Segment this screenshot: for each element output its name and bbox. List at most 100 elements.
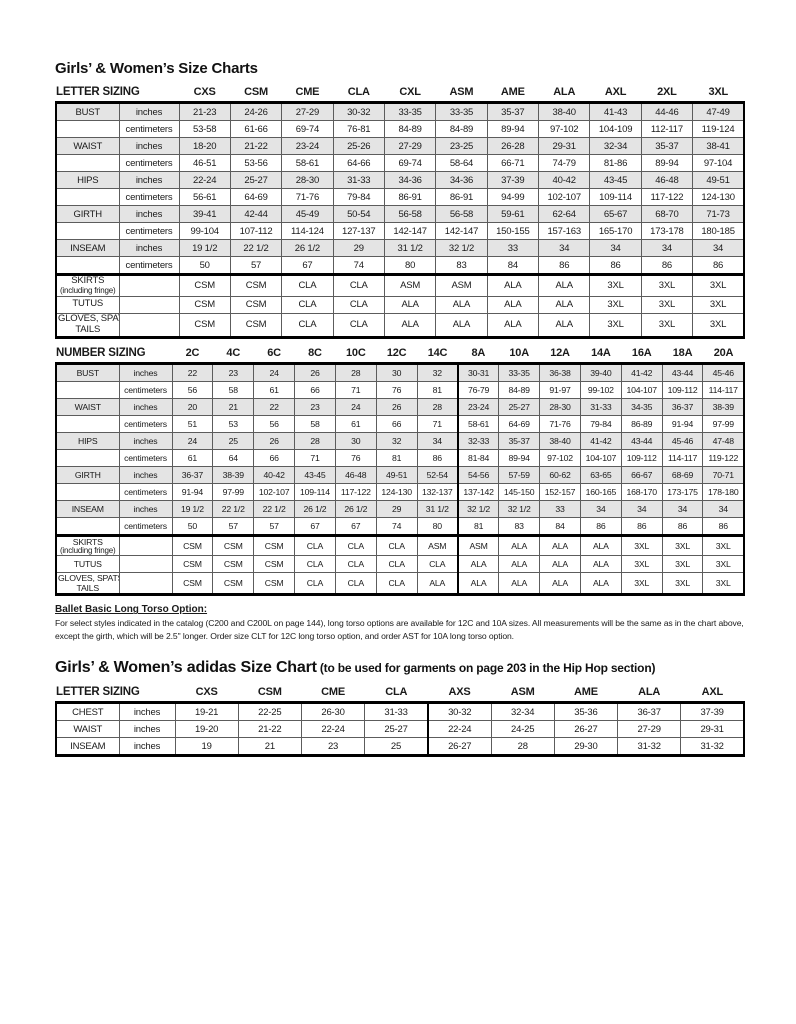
row-label: WAIST xyxy=(55,720,120,739)
cell-value: 86 xyxy=(692,256,746,275)
table-row: CHEST inches 19-21 22-25 26-30 31-33 30-32 32-3… xyxy=(55,702,746,722)
cell-value: 49-51 xyxy=(375,465,418,484)
cell-value: 26 1/2 xyxy=(334,499,377,518)
cell-value: 97-102 xyxy=(539,448,581,467)
cell-value: 89-94 xyxy=(498,448,541,467)
cell-value: 86-91 xyxy=(435,188,488,206)
cell-value: 3XL xyxy=(589,273,642,297)
table-row: centimeters 50 57 67 74 80 83 84 86 86 86 86 xyxy=(55,256,746,275)
cell-value: 23 xyxy=(294,397,336,416)
cell-value: 91-97 xyxy=(539,380,581,399)
cell-value: 109-114 xyxy=(294,482,336,501)
table-row: TUTUS CSM CSM CLA CLA ALA ALA ALA ALA 3XL 3XL 3XL xyxy=(55,295,746,314)
cell-value: ALA xyxy=(486,312,540,339)
cell-value: 23 xyxy=(300,737,366,758)
column-header: CSM xyxy=(230,84,282,104)
row-label: GIRTH xyxy=(55,465,120,484)
column-header: AME xyxy=(487,84,539,104)
cell-value: 26-28 xyxy=(486,137,540,155)
cell-value: 3XL xyxy=(661,555,704,574)
cell-value: CSM xyxy=(229,312,283,339)
table-row: GIRTH inches 36-37 38-39 40-42 43-45 46-48 49-5… xyxy=(55,465,746,484)
cell-value: 178-180 xyxy=(702,482,746,501)
row-label: GLOVES, SPATS,TAILS xyxy=(55,572,120,597)
cell-value: 32 1/2 xyxy=(456,499,500,518)
cell-value: 45-46 xyxy=(702,362,746,382)
cell-value: 3XL xyxy=(589,295,642,314)
header-row: NUMBER SIZING 2C 4C 6C 8C 10C 12C 14C 8A 10A 12A 14… xyxy=(56,344,744,365)
cell-value: 33-35 xyxy=(435,102,488,121)
cell-value: 65-67 xyxy=(589,205,642,223)
cell-value: CSM xyxy=(253,572,296,597)
cell-value: 29-31 xyxy=(680,720,746,739)
unit-label: inches xyxy=(118,431,173,450)
cell-value: 25-26 xyxy=(332,137,385,155)
cell-value: 81 xyxy=(375,448,418,467)
number-sizing-body: BUST inches 22 23 24 26 28 30 32 30-31 33-35 36-38 3… xyxy=(55,362,746,597)
cell-value: 28-30 xyxy=(281,171,334,189)
cell-value: ASM xyxy=(416,533,459,557)
cell-value: CLA xyxy=(375,533,418,557)
cell-value: CLA xyxy=(294,533,336,557)
cell-value: 66-71 xyxy=(486,154,540,172)
cell-value: 173-175 xyxy=(661,482,704,501)
cell-value: 137-142 xyxy=(456,482,500,501)
cell-value: 26 1/2 xyxy=(294,499,336,518)
cell-value: 76 xyxy=(334,448,377,467)
ballet-long-torso-note: Ballet Basic Long Torso Option: For sele… xyxy=(55,604,745,643)
cell-value: 150-155 xyxy=(486,222,540,240)
cell-value: 81-84 xyxy=(456,448,500,467)
column-header: 12A xyxy=(539,344,581,365)
cell-value: 109-112 xyxy=(620,448,663,467)
cell-value: 124-130 xyxy=(375,482,418,501)
cell-value: 64-69 xyxy=(229,188,283,206)
cell-value: 23 xyxy=(212,362,255,382)
cell-value: CLA xyxy=(375,572,418,597)
cell-value: 99-102 xyxy=(579,380,622,399)
cell-value: 99-104 xyxy=(178,222,231,240)
note-line-2: except the girth, which will be 2.5" lon… xyxy=(55,631,514,642)
unit-label xyxy=(118,273,180,297)
cell-value: 3XL xyxy=(589,312,642,339)
cell-value: 32 xyxy=(375,431,418,450)
column-header: 14C xyxy=(417,344,458,365)
column-header: ASM xyxy=(491,684,555,705)
cell-value: 89-94 xyxy=(640,154,694,172)
cell-value: 66-67 xyxy=(620,465,663,484)
cell-value: 114-117 xyxy=(661,448,704,467)
column-header: ASM xyxy=(435,84,488,104)
unit-label: centimeters xyxy=(118,380,173,399)
unit-label: inches xyxy=(118,137,180,155)
row-label-line: TAILS xyxy=(76,583,100,594)
row-label: SKIRTS (including fringe) xyxy=(55,273,120,297)
cell-value: 27-29 xyxy=(617,720,682,739)
cell-value: CLA xyxy=(334,555,377,574)
table-row: centimeters 53-58 61-66 69-74 76-81 84-89 84-8… xyxy=(55,120,746,138)
unit-label: inches xyxy=(118,702,176,722)
unit-label: inches xyxy=(118,102,180,121)
column-header: 8A xyxy=(457,344,499,365)
cell-value: 47-48 xyxy=(702,431,746,450)
row-label: INSEAM xyxy=(55,239,120,257)
cell-value: 41-42 xyxy=(579,431,622,450)
cell-value: 71-76 xyxy=(281,188,334,206)
cell-value: CSM xyxy=(253,555,296,574)
cell-value: 22 xyxy=(253,397,296,416)
cell-value: 71-76 xyxy=(539,414,581,433)
cell-value: 62-64 xyxy=(538,205,591,223)
unit-label: centimeters xyxy=(118,222,180,240)
cell-value: 104-109 xyxy=(589,120,642,138)
unit-label: inches xyxy=(118,720,176,739)
cell-value: 21-22 xyxy=(229,137,283,155)
cell-value: 109-112 xyxy=(661,380,704,399)
cell-value: CLA xyxy=(281,312,334,339)
column-header: ALA xyxy=(538,84,590,104)
row-label xyxy=(55,516,120,536)
unit-label: inches xyxy=(118,205,180,223)
cell-value: 68-70 xyxy=(640,205,694,223)
unit-label: centimeters xyxy=(118,448,173,467)
header-row: LETTER SIZING CXS CSM CME CLA AXS ASM AME ALA AXL xyxy=(56,684,744,705)
cell-value: 97-102 xyxy=(538,120,591,138)
table-row: HIPS inches 24 25 26 28 30 32 34 32-33 35-37 38-40 4… xyxy=(55,431,746,450)
cell-value: 38-40 xyxy=(539,431,581,450)
